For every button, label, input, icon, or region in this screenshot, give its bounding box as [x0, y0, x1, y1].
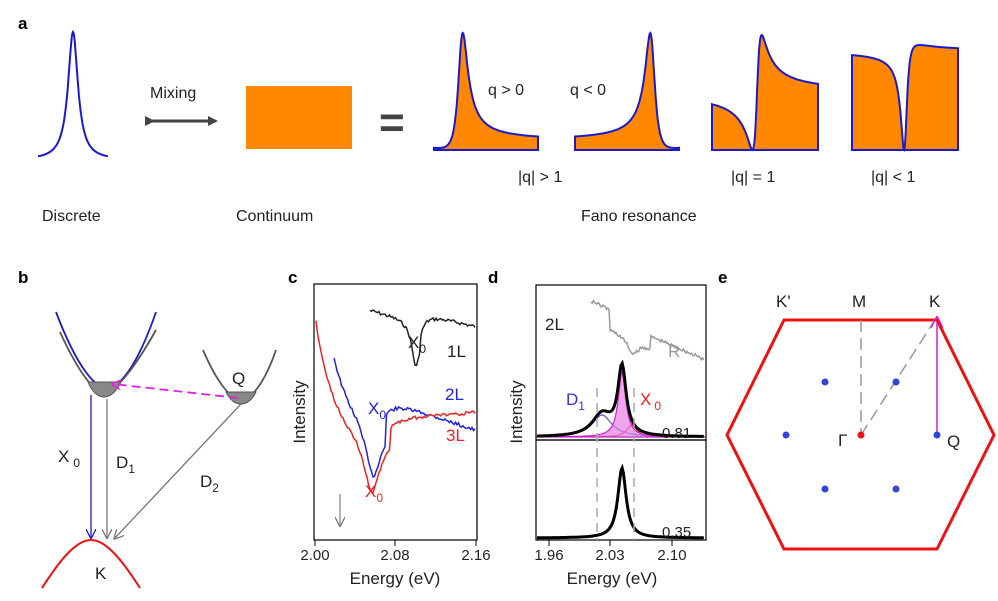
- panel-d-xlabel: Energy (eV): [567, 569, 658, 588]
- c-1L-label: 1L: [447, 342, 466, 361]
- reflectance-curve: [590, 299, 705, 362]
- pl-spectrum-upper: [537, 359, 704, 438]
- gamma-label: Γ: [838, 431, 847, 450]
- panel-label-c: c: [288, 268, 297, 287]
- k-label: K: [929, 292, 941, 311]
- q-point-upper-left: [821, 378, 829, 386]
- panel-c-xlabel: Energy (eV): [350, 569, 441, 588]
- q-point-lower-right: [892, 485, 900, 493]
- continuum-label: Continuum: [236, 208, 313, 225]
- d-value-lower: 0.35: [662, 524, 691, 541]
- pl-spectrum-lower: [537, 463, 704, 540]
- q-negative-label: q < 0: [570, 82, 606, 99]
- q-less-one-label: |q| < 1: [871, 169, 915, 186]
- q-greater-one-label: |q| > 1: [518, 169, 562, 186]
- mixing-label: Mixing: [150, 85, 196, 102]
- equals-sign: =: [379, 98, 405, 147]
- c-2L-label: 2L: [445, 385, 464, 404]
- panel-label-b: b: [18, 268, 28, 287]
- spectrum-1L: [369, 309, 476, 367]
- d1-label: D1: [116, 453, 135, 476]
- spectrum-2L: [333, 357, 476, 479]
- panel-d-ylabel: Intensity: [507, 380, 526, 444]
- q-equal-one-label: |q| = 1: [731, 169, 775, 186]
- spectrum-3L: [315, 320, 476, 495]
- q-valley-label: Q: [232, 369, 245, 388]
- gamma-point: [857, 431, 865, 439]
- fano-curve-q-negative: [574, 31, 680, 151]
- intervalley-scattering-arrow: [113, 384, 239, 399]
- d-tick-label-1: 1.96: [534, 547, 563, 564]
- q-label: Q: [947, 432, 960, 451]
- k-point-label: K: [95, 564, 107, 583]
- fano-curve-q-one: [711, 33, 819, 152]
- c-tick-label-1: 2.00: [300, 547, 329, 564]
- discrete-label: Discrete: [42, 208, 101, 225]
- d2-transition-arrow: [115, 403, 242, 538]
- c-3L-label: 3L: [446, 426, 465, 445]
- fano-curve-q-positive: [433, 31, 539, 151]
- d-tick-label-2: 2.03: [595, 547, 624, 564]
- conduction-band-red: [41, 538, 141, 589]
- fano-curve-q-small: [851, 44, 959, 152]
- gamma-k-path: [860, 322, 934, 436]
- panel-label-d: d: [488, 268, 498, 287]
- d-d1-label: D1: [566, 390, 585, 413]
- discrete-peak-curve: [37, 29, 109, 158]
- continuum-block: [246, 86, 352, 149]
- filled-valley-q: [225, 391, 257, 405]
- kprime-label: K': [776, 292, 791, 311]
- d-tick-label-3: 2.10: [657, 547, 686, 564]
- d-value-upper: 0.81: [662, 425, 691, 442]
- panel-d-lower-frame: [535, 439, 707, 541]
- panel-c-ylabel: Intensity: [290, 380, 309, 444]
- d2-label: D2: [200, 472, 219, 495]
- c-tick-label-3: 2.16: [461, 547, 490, 564]
- c-x0-label-3L: X0: [365, 482, 383, 505]
- filled-valley-k: [87, 381, 122, 398]
- fano-resonance-label: Fano resonance: [581, 208, 697, 225]
- panel-c-frame: [313, 283, 478, 541]
- q-point-left: [782, 431, 790, 439]
- c-x0-label-1L: X0: [408, 333, 426, 356]
- q-point-right: [933, 431, 941, 439]
- reflectance-label: R: [668, 342, 680, 361]
- m-label: M: [852, 292, 866, 311]
- valence-band-blue: [55, 311, 157, 389]
- c-x0-label-2L: X0: [368, 399, 386, 422]
- q-positive-label: q > 0: [488, 82, 524, 99]
- d-2L-label: 2L: [545, 315, 564, 334]
- c-tick-label-2: 2.08: [380, 547, 409, 564]
- q-point-upper-right: [892, 378, 900, 386]
- q-point-lower-left: [821, 485, 829, 493]
- panel-label-e: e: [718, 268, 727, 287]
- panel-label-a: a: [18, 14, 28, 33]
